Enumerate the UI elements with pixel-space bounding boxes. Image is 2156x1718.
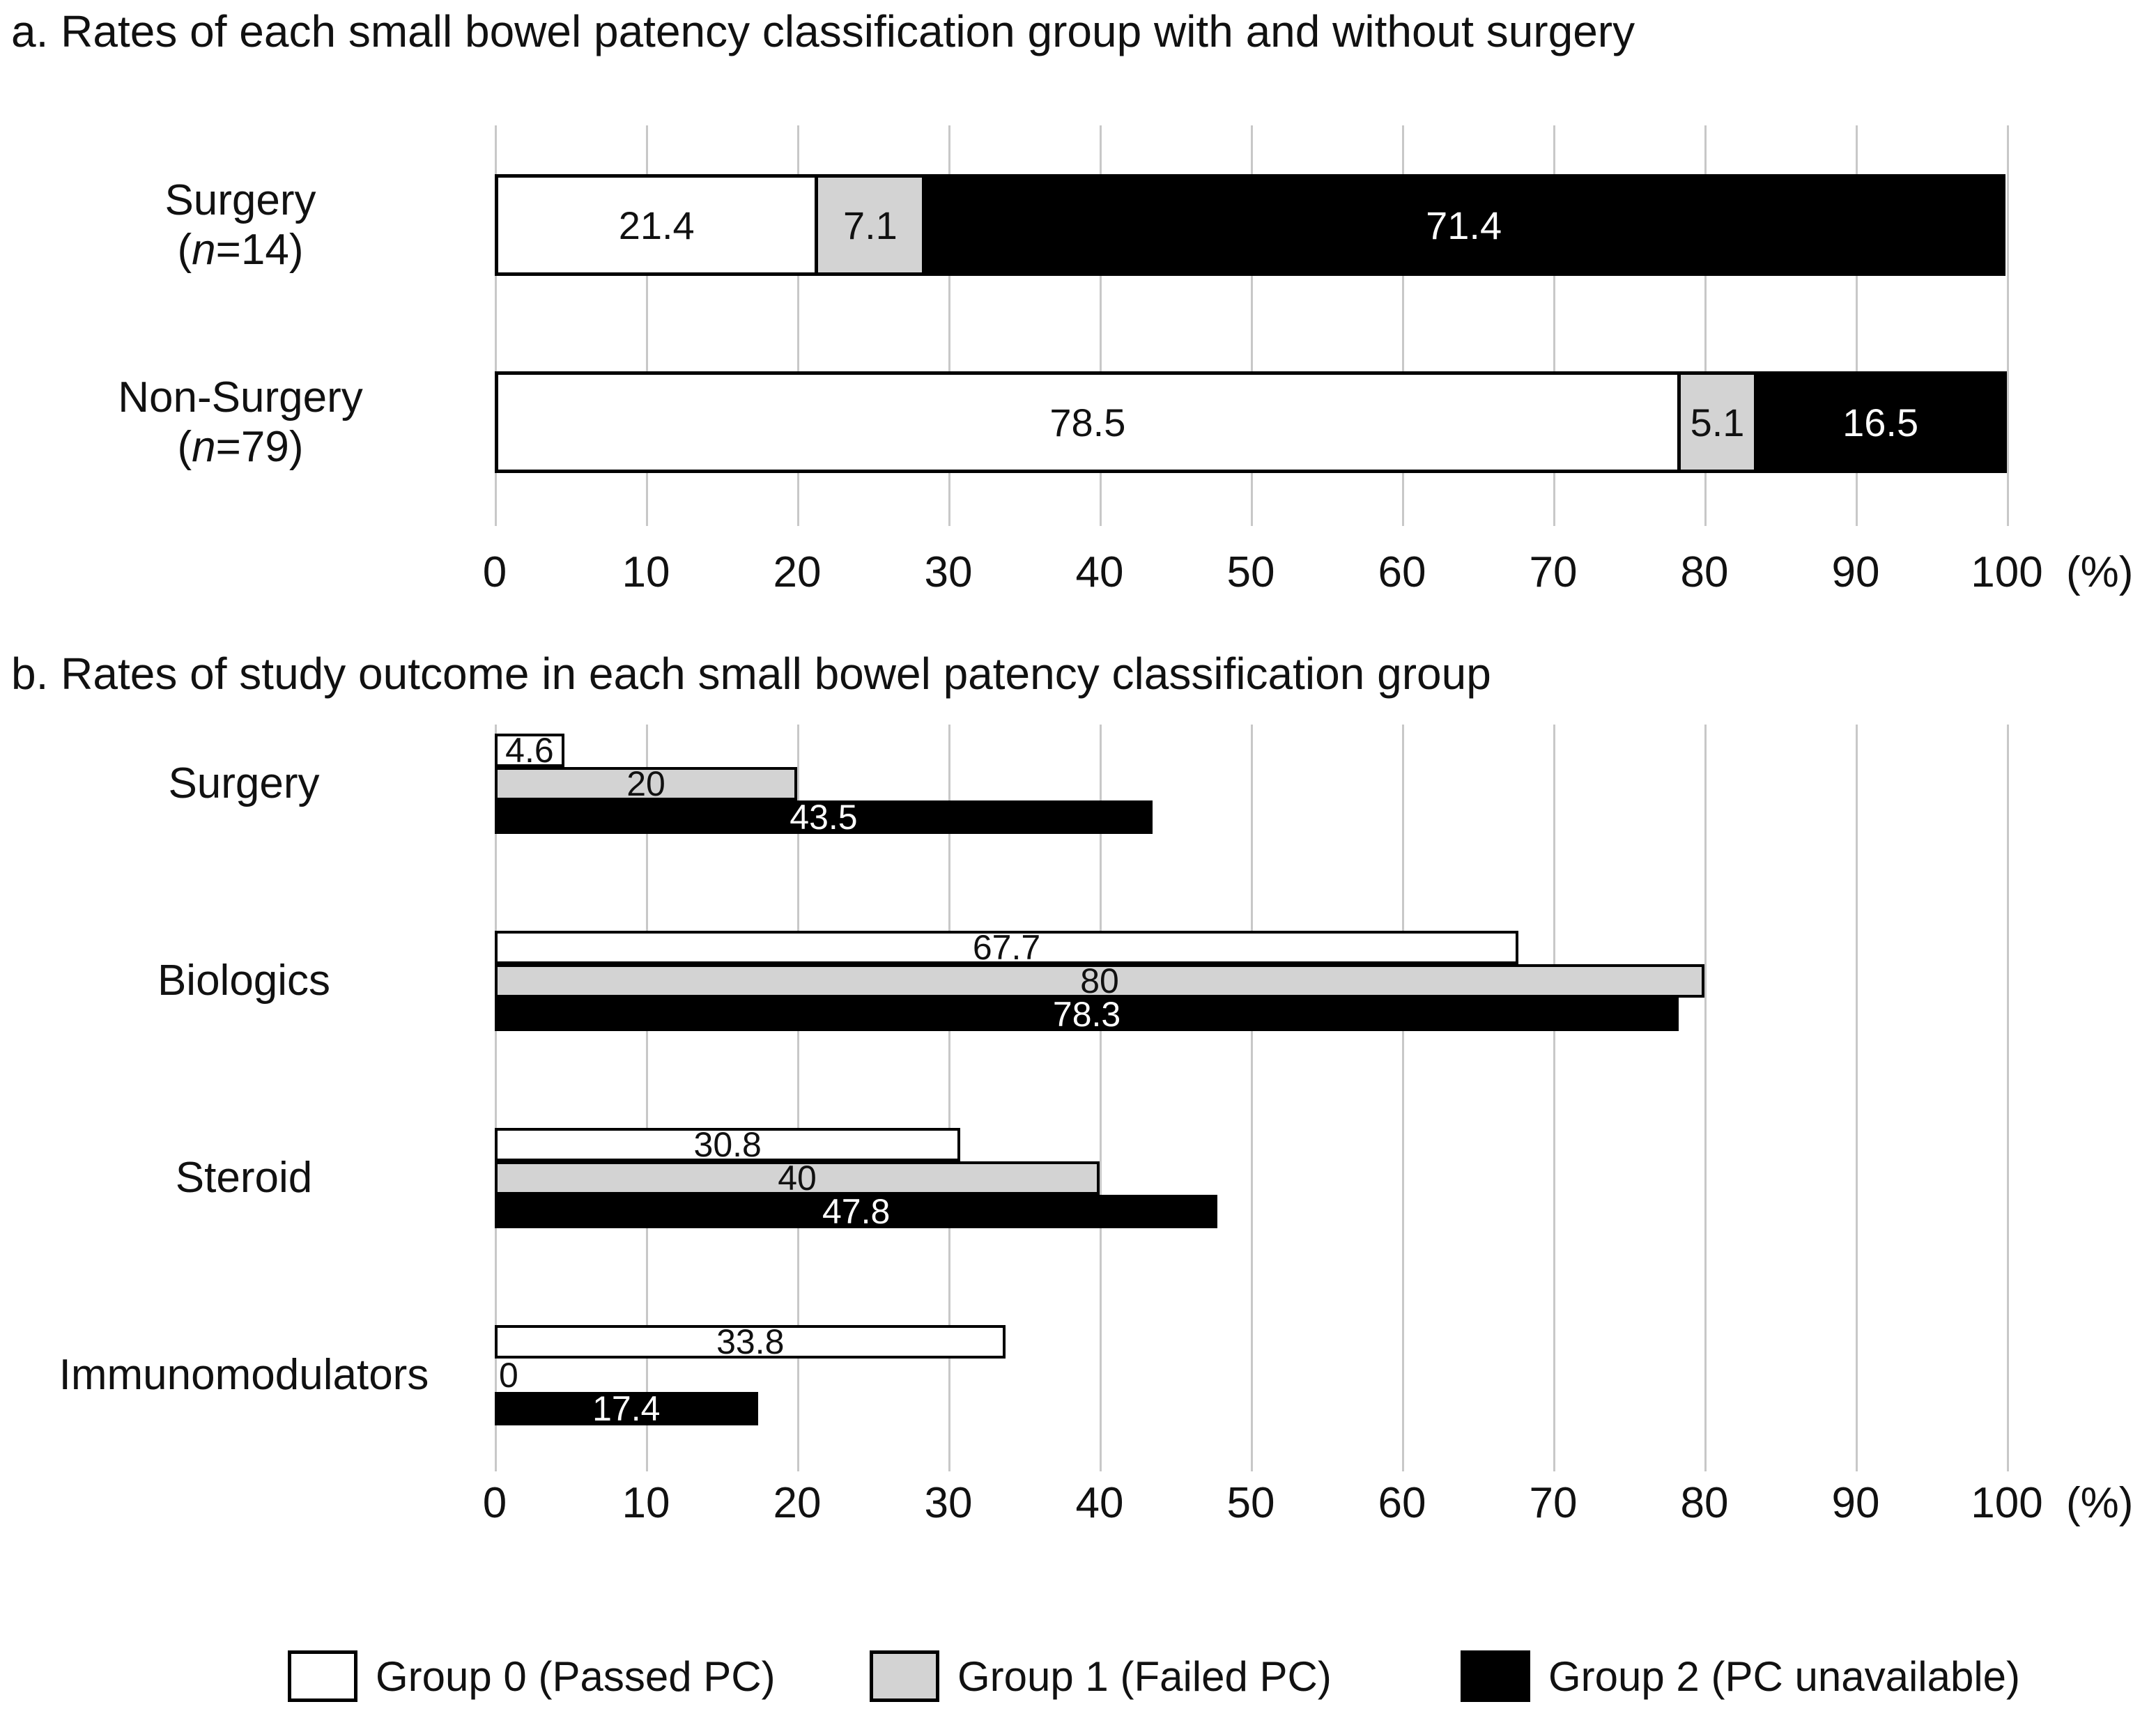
legend-entry-group2: Group 2 (PC unavailable): [1461, 1650, 2020, 1703]
x-axis-tick: 90: [1831, 1479, 1880, 1527]
zero-value-label: 0: [499, 1356, 518, 1395]
category-label-immunomodulators: Immunomodulators: [59, 1351, 429, 1400]
x-axis-tick: 90: [1831, 548, 1880, 596]
bar-segment-group1: 7.1: [818, 174, 926, 276]
category-line2: (n=79): [177, 423, 304, 471]
x-axis-tick: 70: [1529, 1479, 1578, 1527]
bar-biologics-group0: 67.7: [495, 928, 1519, 967]
value-label: 30.8: [693, 1125, 762, 1164]
category-label-biologics: Biologics: [157, 957, 331, 1005]
x-axis-tick: 100: [1971, 1479, 2043, 1527]
x-axis-tick: 50: [1226, 548, 1275, 596]
panel-a-x-axis: 0 10 20 30 40 50 60 70 80 90 100 (%): [483, 548, 2134, 599]
value-label: 21.4: [618, 203, 695, 247]
value-label: 20: [626, 764, 665, 803]
value-label: 43.5: [790, 798, 858, 837]
percent-unit-label: (%): [2066, 548, 2134, 596]
panel-b-x-axis: 0 10 20 30 40 50 60 70 80 90 100 (%): [483, 1478, 2134, 1530]
x-axis-tick: 60: [1378, 548, 1426, 596]
stacked-bar-nonsurgery: 78.5 5.1 16.5: [495, 371, 2007, 473]
x-axis-tick: 20: [773, 1479, 822, 1527]
category-line1: Non-Surgery: [118, 373, 363, 421]
x-axis-tick: 0: [482, 1479, 507, 1527]
x-axis-tick: 80: [1680, 548, 1729, 596]
panel-a-plot-area: 21.4 7.1 71.4 78.5 5.1 16.5: [495, 125, 2009, 526]
legend-swatch-group2: [1461, 1650, 1530, 1702]
x-axis-tick: 70: [1529, 548, 1578, 596]
category-label-nonsurgery-n79: Non-Surgery (n=79): [0, 371, 481, 473]
legend-entry-group1: Group 1 (Failed PC): [870, 1650, 1332, 1703]
category-label-surgery: Surgery: [168, 759, 320, 808]
bar-immunomodulators-group0: 33.8: [495, 1322, 1006, 1361]
value-label: 47.8: [822, 1192, 891, 1231]
value-label: 5.1: [1690, 400, 1745, 444]
x-axis-tick: 20: [773, 548, 822, 596]
legend-label-group0: Group 0 (Passed PC): [376, 1653, 776, 1700]
panel-b-title: b. Rates of study outcome in each small …: [11, 649, 1491, 699]
bar-surgery-group1: 20: [495, 764, 797, 803]
x-axis-tick: 30: [924, 548, 973, 596]
legend-label-group1: Group 1 (Failed PC): [957, 1653, 1332, 1700]
bar-biologics-group2: 78.3: [495, 995, 1679, 1034]
bar-segment-group0: 21.4: [495, 174, 819, 276]
x-axis-tick: 40: [1075, 1479, 1124, 1527]
value-label: 71.4: [1426, 203, 1502, 247]
bar-surgery-group2: 43.5: [495, 798, 1153, 837]
x-axis-tick: 10: [622, 1479, 670, 1527]
value-label: 33.8: [716, 1322, 785, 1361]
panel-b-plot-area: 4.6 20 43.5 67.7 80 78.3 30.8 40 47.8 33…: [495, 725, 2009, 1471]
value-label: 80: [1080, 961, 1119, 1000]
value-label: 78.3: [1052, 995, 1121, 1034]
bar-steroid-group2: 47.8: [495, 1192, 1218, 1231]
bar-steroid-group0: 30.8: [495, 1125, 961, 1164]
value-label: 16.5: [1842, 400, 1919, 444]
value-label: 40: [778, 1159, 817, 1198]
legend-swatch-group1: [870, 1650, 939, 1702]
bar-segment-group2: 71.4: [925, 174, 2005, 276]
x-axis-tick: 100: [1971, 548, 2043, 596]
value-label: 78.5: [1049, 400, 1126, 444]
category-line1: Surgery: [164, 176, 316, 224]
legend-swatch-group0: [288, 1650, 357, 1702]
x-axis-tick: 50: [1226, 1479, 1275, 1527]
legend-label-group2: Group 2 (PC unavailable): [1548, 1653, 2021, 1700]
value-label: 67.7: [972, 928, 1041, 967]
x-axis-tick: 10: [622, 548, 670, 596]
x-axis-tick: 60: [1378, 1479, 1426, 1527]
category-label-surgery-n14: Surgery (n=14): [0, 174, 481, 276]
x-axis-tick: 40: [1075, 548, 1124, 596]
bar-immunomodulators-group2: 17.4: [495, 1389, 758, 1428]
legend-entry-group0: Group 0 (Passed PC): [288, 1650, 776, 1703]
category-label-steroid: Steroid: [175, 1154, 313, 1202]
bar-biologics-group1: 80: [495, 961, 1704, 1000]
bar-steroid-group1: 40: [495, 1159, 1100, 1198]
x-axis-tick: 30: [924, 1479, 973, 1527]
percent-unit-label: (%): [2066, 1479, 2134, 1527]
bar-surgery-group0: 4.6: [495, 731, 564, 770]
value-label: 17.4: [592, 1389, 661, 1428]
x-axis-tick: 0: [482, 548, 507, 596]
panel-a-title: a. Rates of each small bowel patency cla…: [11, 6, 1635, 56]
category-line2: (n=14): [177, 226, 304, 274]
bar-segment-group2: 16.5: [1757, 371, 2007, 473]
value-label: 4.6: [505, 731, 554, 770]
stacked-bar-surgery: 21.4 7.1 71.4: [495, 174, 2007, 276]
bar-segment-group0: 78.5: [495, 371, 1681, 473]
x-axis-tick: 80: [1680, 1479, 1729, 1527]
value-label: 7.1: [842, 203, 898, 247]
bar-segment-group1: 5.1: [1680, 371, 1758, 473]
